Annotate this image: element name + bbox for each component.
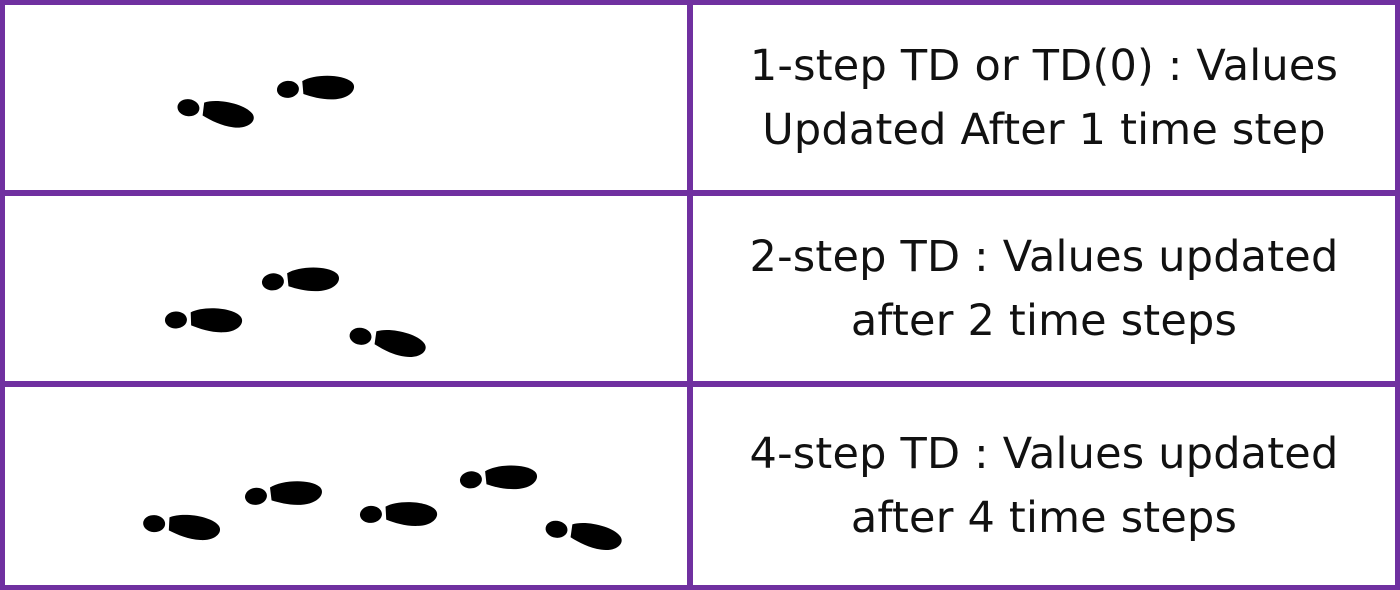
- description-text: 1-step TD or TD(0) : Values Updated Afte…: [704, 34, 1384, 162]
- footprints-graphic: [175, 73, 356, 130]
- footprint-icon: [142, 512, 221, 542]
- description-line-2: Updated After 1 time step: [762, 104, 1326, 155]
- description-2-step: 2-step TD : Values updated after 2 time …: [693, 196, 1395, 381]
- description-text: 4-step TD : Values updated after 4 time …: [704, 422, 1384, 550]
- footprint-icon: [543, 517, 624, 553]
- description-line-2: after 4 time steps: [850, 493, 1238, 543]
- description-4-step: 4-step TD : Values updated after 4 time …: [693, 387, 1395, 585]
- footprint-icon: [359, 500, 438, 529]
- footprints-graphic: [142, 462, 624, 553]
- footprint-icon: [458, 462, 539, 495]
- description-text: 2-step TD : Values updated after 2 time …: [704, 225, 1384, 353]
- footprint-icon: [164, 307, 243, 335]
- footprint-icon: [175, 96, 256, 130]
- description-line-2: after 2 time steps: [850, 295, 1238, 346]
- description-line-1: 2-step TD : Values updated: [749, 231, 1339, 282]
- footprints-panel-2-step: [5, 196, 687, 381]
- footprint-icon: [243, 477, 324, 512]
- description-line-1: 4-step TD : Values updated: [749, 429, 1339, 479]
- description-1-step: 1-step TD or TD(0) : Values Updated Afte…: [693, 5, 1395, 190]
- footprints-panel-4-step: [5, 387, 687, 585]
- footprint-icon: [260, 264, 341, 297]
- description-line-1: 1-step TD or TD(0) : Values: [749, 40, 1339, 91]
- footprint-icon: [276, 73, 356, 105]
- footprint-icon: [347, 324, 428, 360]
- footprints-graphic: [164, 264, 428, 360]
- footprints-panel-1-step: [5, 5, 687, 190]
